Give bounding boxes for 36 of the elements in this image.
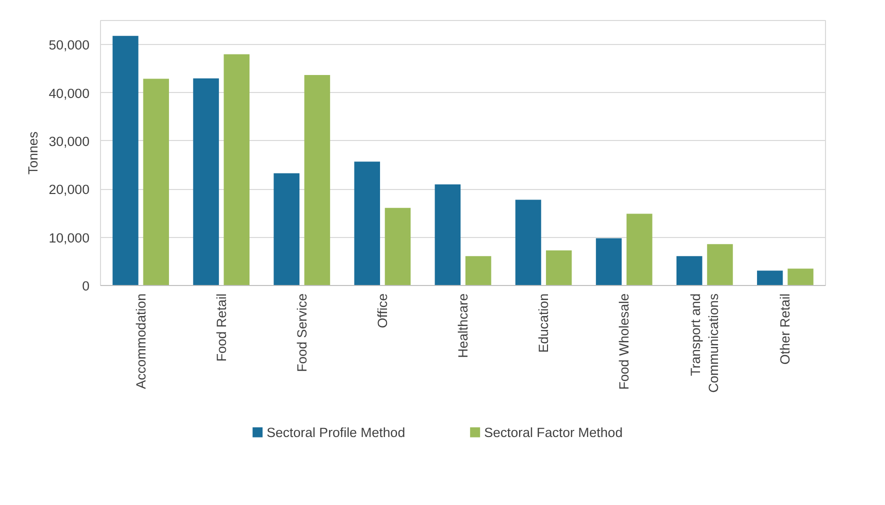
bar — [143, 78, 169, 286]
bar — [193, 78, 219, 286]
x-tick-label: Food Service — [294, 293, 310, 372]
bar — [515, 200, 542, 286]
bar — [354, 162, 380, 286]
bar — [757, 270, 783, 286]
x-tick-label: Office — [374, 293, 390, 328]
bar — [707, 244, 733, 286]
y-tick-label: 10,000 — [48, 230, 90, 246]
bar — [626, 214, 652, 286]
x-tick-label: Food Wholesale — [616, 294, 632, 390]
x-tick-label: Education — [536, 294, 552, 353]
bar — [274, 173, 300, 286]
bar — [384, 208, 411, 286]
bar — [676, 256, 702, 286]
bar — [465, 256, 492, 286]
bar — [788, 268, 814, 286]
legend-label: Sectoral Profile Method — [266, 424, 406, 440]
bar — [112, 36, 138, 286]
x-tick-label: Healthcare — [456, 293, 470, 358]
y-axis-title: Tonnes — [26, 131, 41, 174]
x-tick-label: Accommodation — [133, 294, 148, 390]
x-tick-label: Food Retail — [214, 293, 229, 362]
bar — [596, 238, 622, 286]
bar — [224, 54, 250, 286]
legend-label: Sectoral Factor Method — [484, 424, 623, 440]
bar — [546, 250, 572, 286]
bar — [434, 184, 461, 286]
y-tick-label: 30,000 — [48, 134, 90, 149]
x-tick-label: Other Retail — [778, 293, 793, 365]
y-tick-label: 20,000 — [48, 182, 90, 198]
x-tick-label: Transport and Communications — [688, 293, 722, 393]
bar — [304, 74, 330, 286]
y-tick-label: 0 — [82, 278, 90, 294]
y-tick-label: 40,000 — [48, 86, 90, 101]
y-tick-label: 50,000 — [48, 38, 90, 53]
